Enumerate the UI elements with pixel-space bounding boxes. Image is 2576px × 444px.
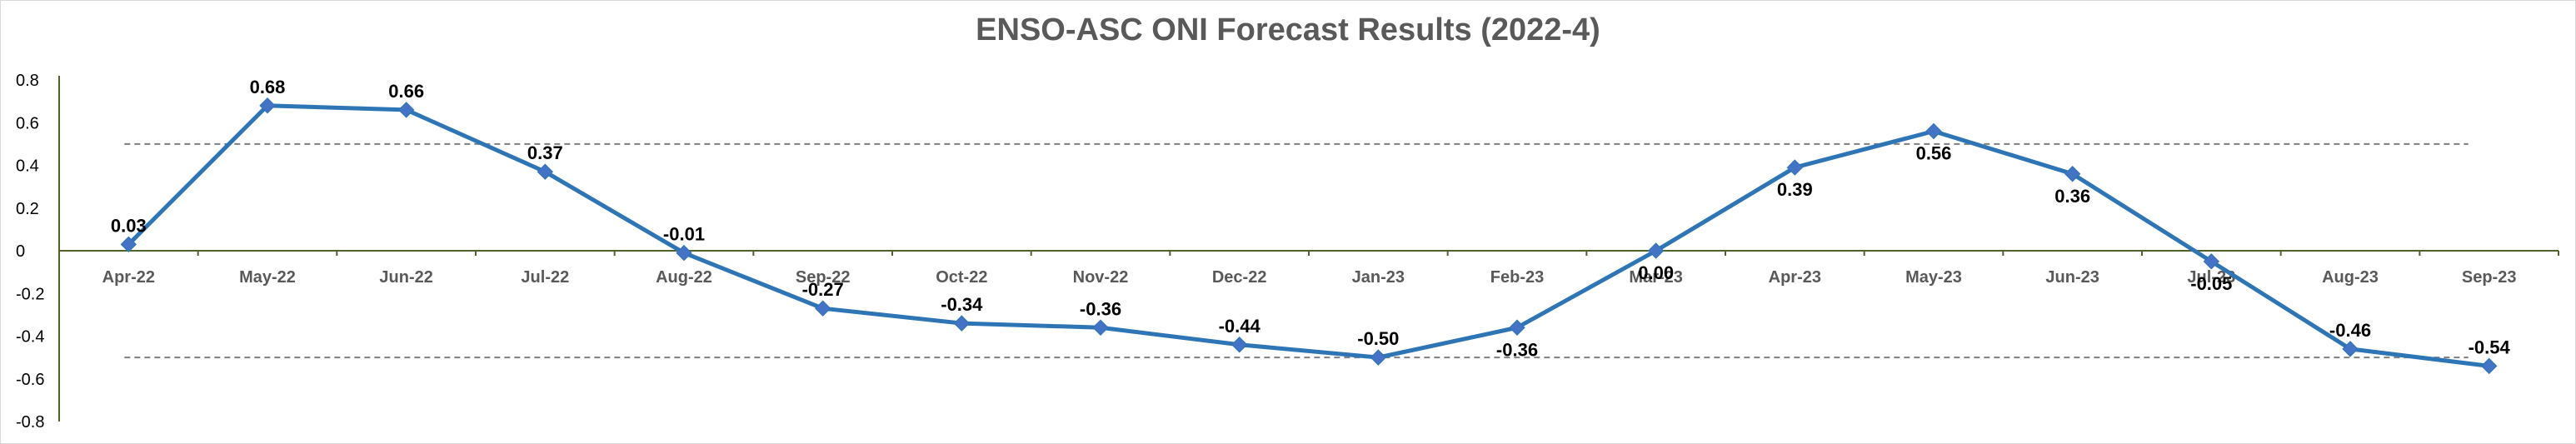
data-label: 0.36 — [2054, 186, 2090, 207]
data-label: -0.01 — [663, 224, 705, 245]
data-label: 0.68 — [250, 77, 286, 97]
data-point-marker — [1509, 319, 1525, 336]
x-tick-label: Sep-22 — [796, 268, 851, 287]
y-tick-label: 0.4 — [16, 157, 39, 176]
y-tick-label: -0.2 — [16, 285, 44, 303]
data-label: -0.05 — [2190, 273, 2232, 294]
y-tick-label: 0.8 — [16, 72, 39, 90]
x-tick-label: Jun-23 — [2045, 268, 2099, 287]
data-label: -0.34 — [941, 294, 983, 315]
data-label: -0.46 — [2329, 320, 2371, 341]
x-tick-label: Jan-23 — [1352, 268, 1405, 287]
y-tick-label: -0.4 — [16, 328, 44, 347]
x-tick-label: May-23 — [1905, 268, 1962, 287]
x-tick-label: Jul-22 — [521, 268, 569, 287]
data-point-marker — [1647, 242, 1665, 259]
x-tick-label: Sep-23 — [2462, 268, 2517, 287]
data-label: -0.36 — [1496, 339, 1538, 360]
x-tick-label: Nov-22 — [1073, 268, 1129, 287]
x-tick-label: Feb-23 — [1490, 268, 1544, 287]
data-label: 0.56 — [1916, 143, 1952, 164]
data-label: 0.66 — [388, 81, 424, 102]
data-label: -0.27 — [802, 279, 844, 300]
x-tick-label: Jul-23 — [2187, 268, 2235, 287]
data-label: 0.39 — [1777, 179, 1813, 200]
data-label: -0.44 — [1219, 316, 1261, 337]
x-tick-label: Aug-22 — [656, 268, 712, 287]
x-tick-label: Dec-22 — [1212, 268, 1267, 287]
chart-title: ENSO-ASC ONI Forecast Results (2022-4) — [976, 12, 1600, 47]
data-point-marker — [537, 163, 554, 180]
series-line — [127, 103, 2489, 368]
y-tick-label: -0.8 — [16, 413, 44, 432]
data-point-marker — [2203, 253, 2220, 270]
data-label: 0.00 — [1638, 262, 1674, 283]
data-point-marker — [259, 97, 276, 114]
data-point-marker — [953, 315, 971, 332]
data-point-marker — [397, 102, 415, 118]
data-label: -0.36 — [1080, 298, 1121, 319]
x-tick-label: Apr-22 — [102, 268, 155, 287]
data-point-marker — [1092, 319, 1109, 336]
data-label: -0.54 — [2469, 337, 2511, 357]
y-tick-label: -0.6 — [16, 371, 44, 389]
x-tick-label: Jun-22 — [379, 268, 432, 287]
data-label: -0.50 — [1357, 328, 1399, 349]
data-point-marker — [676, 244, 692, 262]
data-point-marker — [2064, 166, 2081, 182]
data-point-marker — [814, 300, 831, 317]
data-point-marker — [2342, 341, 2359, 357]
data-point-marker — [1231, 337, 1248, 353]
data-point-marker — [1925, 122, 1942, 140]
data-point-marker — [120, 236, 137, 253]
data-label: 0.37 — [527, 142, 563, 163]
y-tick-label: 0 — [16, 242, 25, 261]
y-tick-label: 0.2 — [16, 200, 39, 218]
x-tick-label: Oct-22 — [936, 268, 987, 287]
x-tick-label: Apr-23 — [1769, 268, 1821, 287]
x-tick-label: Aug-23 — [2322, 268, 2379, 287]
x-tick-label: May-22 — [239, 268, 296, 287]
y-tick-label: 0.6 — [16, 114, 39, 132]
data-point-marker — [1786, 159, 1804, 176]
data-point-marker — [2480, 357, 2498, 375]
data-point-marker — [1370, 349, 1387, 366]
data-label: 0.03 — [111, 215, 147, 236]
x-tick-label: Mar-23 — [1629, 268, 1682, 287]
